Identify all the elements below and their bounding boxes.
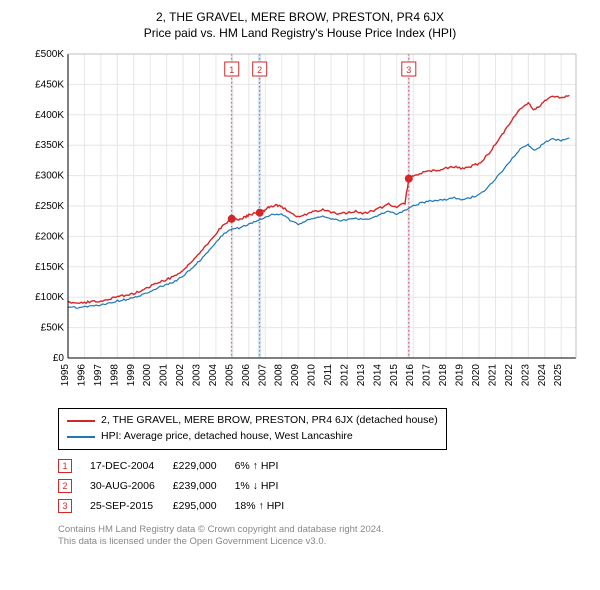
svg-text:2017: 2017 [422,364,433,387]
svg-text:£200K: £200K [35,231,64,242]
svg-text:1999: 1999 [126,364,137,387]
svg-text:2025: 2025 [553,364,564,387]
svg-text:£50K: £50K [41,323,65,334]
svg-text:£350K: £350K [35,140,64,151]
svg-text:£100K: £100K [35,292,64,303]
sale-date: 25-SEP-2015 [90,496,173,516]
svg-text:2022: 2022 [504,364,515,387]
svg-text:2009: 2009 [290,364,301,387]
svg-text:2004: 2004 [208,364,219,387]
svg-text:1997: 1997 [93,364,104,387]
sale-price: £295,000 [173,496,235,516]
legend-label: HPI: Average price, detached house, West… [101,429,353,445]
svg-text:2015: 2015 [389,364,400,387]
svg-text:2023: 2023 [520,364,531,387]
svg-text:2016: 2016 [405,364,416,387]
svg-text:1996: 1996 [76,364,87,387]
title-line-1: 2, THE GRAVEL, MERE BROW, PRESTON, PR4 6… [10,10,590,24]
svg-text:£400K: £400K [35,110,64,121]
sale-price: £229,000 [173,456,235,476]
svg-text:1998: 1998 [109,364,120,387]
svg-text:£300K: £300K [35,171,64,182]
svg-text:£450K: £450K [35,79,64,90]
svg-text:2005: 2005 [224,364,235,387]
sales-table: 1 17-DEC-2004£229,0006% ↑ HPI 2 30-AUG-2006… [58,456,302,516]
svg-text:£500K: £500K [35,49,64,60]
footer-line-2: This data is licensed under the Open Gov… [58,536,558,548]
svg-text:2019: 2019 [455,364,466,387]
svg-text:2000: 2000 [142,364,153,387]
footer-line-1: Contains HM Land Registry data © Crown c… [58,524,558,536]
chart-title: 2, THE GRAVEL, MERE BROW, PRESTON, PR4 6… [10,10,590,40]
sale-marker: 3 [58,499,72,513]
svg-text:1995: 1995 [60,364,71,387]
svg-text:£150K: £150K [35,262,64,273]
legend-swatch [67,420,95,422]
chart-container: 2, THE GRAVEL, MERE BROW, PRESTON, PR4 6… [10,10,590,548]
table-row: 3 25-SEP-2015£295,00018% ↑ HPI [58,496,302,516]
sale-delta: 1% ↓ HPI [235,476,303,496]
svg-text:2018: 2018 [438,364,449,387]
svg-text:2006: 2006 [241,364,252,387]
sale-delta: 6% ↑ HPI [235,456,303,476]
sale-date: 17-DEC-2004 [90,456,173,476]
svg-text:1: 1 [229,65,234,75]
sale-date: 30-AUG-2006 [90,476,173,496]
svg-text:2013: 2013 [356,364,367,387]
sale-delta: 18% ↑ HPI [235,496,303,516]
svg-text:2002: 2002 [175,364,186,387]
svg-text:2011: 2011 [323,364,334,386]
table-row: 1 17-DEC-2004£229,0006% ↑ HPI [58,456,302,476]
svg-text:£250K: £250K [35,201,64,212]
chart-svg: £0 £50K £100K £150K £200K £250K £300K £350K £400… [20,48,580,398]
sale-price: £239,000 [173,476,235,496]
sale-marker: 1 [58,459,72,473]
svg-text:2: 2 [257,65,262,75]
svg-text:2021: 2021 [487,364,498,387]
svg-text:3: 3 [406,65,411,75]
legend-row: HPI: Average price, detached house, West… [67,429,438,445]
plot-area: £0 £50K £100K £150K £200K £250K £300K £350K £400… [20,48,580,398]
legend-swatch [67,436,95,438]
title-line-2: Price paid vs. HM Land Registry's House … [10,26,590,40]
svg-text:2003: 2003 [192,364,203,387]
svg-text:2012: 2012 [339,364,350,387]
sale-marker: 2 [58,479,72,493]
svg-text:2008: 2008 [274,364,285,387]
svg-text:2007: 2007 [257,364,268,387]
footer-attribution: Contains HM Land Registry data © Crown c… [58,524,558,549]
svg-text:£0: £0 [53,353,65,364]
svg-text:2001: 2001 [159,364,170,387]
svg-text:2014: 2014 [372,364,383,387]
svg-text:2010: 2010 [307,364,318,387]
legend-label: 2, THE GRAVEL, MERE BROW, PRESTON, PR4 6… [101,413,438,429]
table-row: 2 30-AUG-2006£239,0001% ↓ HPI [58,476,302,496]
svg-text:2020: 2020 [471,364,482,387]
svg-text:2024: 2024 [537,364,548,387]
legend: 2, THE GRAVEL, MERE BROW, PRESTON, PR4 6… [58,408,447,450]
legend-row: 2, THE GRAVEL, MERE BROW, PRESTON, PR4 6… [67,413,438,429]
